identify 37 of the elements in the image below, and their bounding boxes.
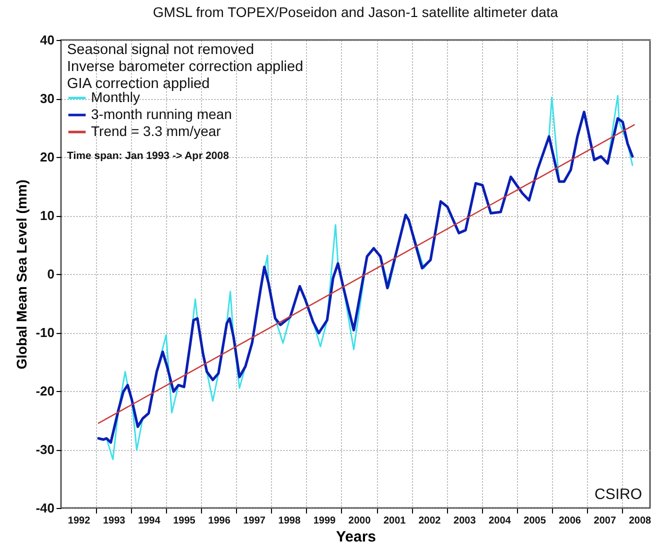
annotation: Inverse barometer correction applied bbox=[67, 59, 304, 75]
y-tick-label: 0 bbox=[47, 266, 54, 282]
x-axis-title: Years bbox=[336, 528, 376, 545]
x-tick-label: 1993 bbox=[102, 516, 126, 526]
annotation: GIA correction applied bbox=[67, 76, 210, 92]
x-tick-label: 1994 bbox=[138, 516, 161, 526]
y-tick-label: -20 bbox=[36, 384, 54, 398]
x-tick-label: 1992 bbox=[68, 516, 91, 526]
x-tick-label: 1996 bbox=[208, 516, 231, 526]
y-tick-label: 20 bbox=[40, 150, 54, 164]
x-tick-label: 1995 bbox=[173, 516, 196, 526]
legend-label: Trend = 3.3 mm/year bbox=[91, 123, 222, 139]
y-tick-label: 10 bbox=[40, 208, 54, 223]
y-axis-title: Global Mean Sea Level (mm) bbox=[14, 180, 30, 370]
x-tick-label: 1997 bbox=[243, 516, 266, 526]
x-tick-label: 2003 bbox=[454, 516, 476, 526]
annotation: Time span: Jan 1993 -> Apr 2008 bbox=[67, 150, 230, 162]
y-tick-label: -40 bbox=[36, 500, 54, 516]
legend-label: Monthly bbox=[91, 89, 140, 105]
x-tick-label: 2000 bbox=[348, 516, 372, 526]
x-tick-label: 2002 bbox=[418, 516, 442, 526]
chart-title: GMSL from TOPEX/Poseidon and Jason-1 satellite altimeter data bbox=[152, 4, 558, 20]
x-tick-label: 1998 bbox=[278, 516, 301, 526]
x-tick-label: 2006 bbox=[558, 516, 582, 526]
x-tick-label: 2008 bbox=[628, 516, 652, 526]
x-tick-label: 2007 bbox=[594, 516, 616, 526]
x-tick-label: 2004 bbox=[488, 516, 512, 526]
y-tick-label: -10 bbox=[36, 325, 54, 340]
x-tick-label: 2001 bbox=[383, 516, 406, 526]
y-tick-label: 30 bbox=[40, 91, 54, 106]
annotation: Seasonal signal not removed bbox=[67, 42, 254, 58]
y-tick-label: 40 bbox=[40, 32, 54, 48]
x-tick-label: 1999 bbox=[313, 516, 336, 526]
x-tick-label: 2005 bbox=[524, 516, 546, 526]
y-tick-label: -30 bbox=[36, 442, 54, 457]
annotation: CSIRO bbox=[594, 486, 642, 503]
legend-label: 3-month running mean bbox=[91, 106, 232, 122]
